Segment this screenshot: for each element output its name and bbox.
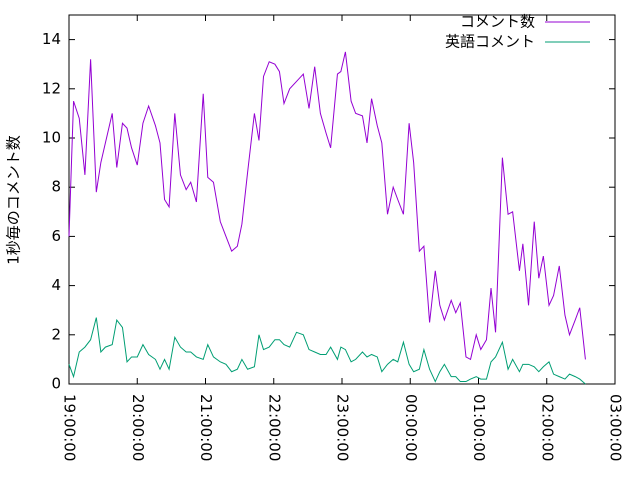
x-tick-label: 00:00:00	[402, 394, 420, 461]
y-tick-label: 2	[51, 325, 61, 343]
x-tick-label: 23:00:00	[334, 394, 352, 461]
y-tick-label: 14	[42, 30, 61, 48]
plot-border	[68, 14, 616, 385]
y-tick-label: 6	[51, 227, 61, 245]
x-tick-label: 01:00:00	[470, 394, 488, 461]
x-tick-label: 22:00:00	[265, 394, 283, 461]
y-tick-label: 10	[42, 129, 61, 147]
series-line	[68, 317, 586, 385]
y-tick-label: 4	[51, 276, 61, 294]
legend-label: コメント数	[460, 13, 535, 31]
x-tick-label: 20:00:00	[129, 394, 147, 461]
x-tick-label: 19:00:00	[61, 394, 79, 461]
x-tick-label: 21:00:00	[197, 394, 215, 461]
y-tick-label: 12	[42, 79, 61, 97]
x-tick-label: 02:00:00	[538, 394, 556, 461]
x-tick-label: 03:00:00	[607, 394, 625, 461]
legend-label: 英語コメント	[445, 33, 535, 51]
y-tick-label: 0	[51, 375, 61, 393]
y-axis-label: 1秒毎のコメント数	[5, 135, 23, 265]
series-line	[68, 51, 586, 361]
y-tick-label: 8	[51, 178, 61, 196]
